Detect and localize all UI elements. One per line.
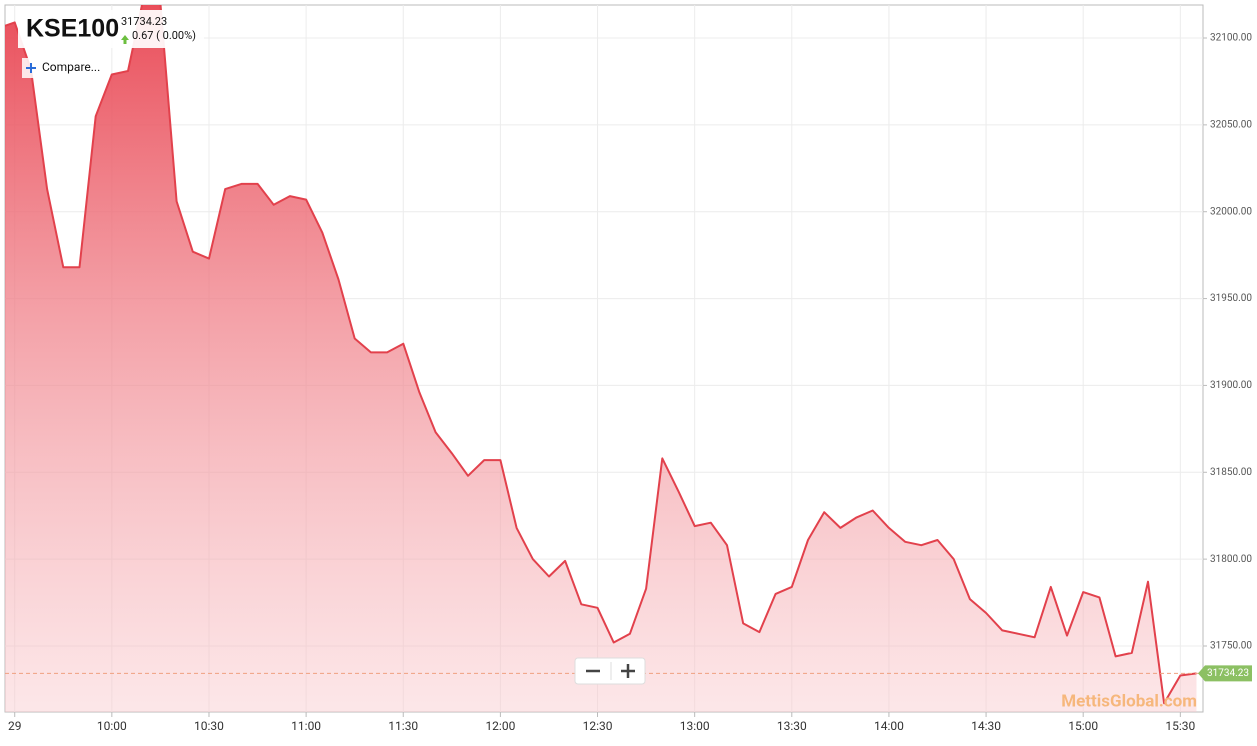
- y-tick-label: 31950.00: [1210, 293, 1252, 304]
- last-price-tag: [1198, 665, 1252, 682]
- symbol: KSE100: [26, 15, 119, 43]
- x-tick-label: 12:00: [485, 719, 515, 733]
- x-tick-label: 15:00: [1068, 719, 1098, 733]
- x-tick-label: 14:00: [874, 719, 904, 733]
- x-tick-label: 10:00: [97, 719, 127, 733]
- y-tick-label: 31850.00: [1210, 467, 1252, 478]
- x-tick-label: 10:30: [194, 719, 224, 733]
- watermark: MettisGlobal.com: [1061, 691, 1197, 711]
- zoom-control: [574, 657, 646, 685]
- y-tick-label: 32050.00: [1210, 120, 1252, 131]
- x-tick-label: 11:00: [291, 719, 321, 733]
- compare-bg[interactable]: [22, 58, 104, 78]
- x-tick-label: 29: [8, 719, 22, 733]
- y-tick-label: 32000.00: [1210, 206, 1252, 217]
- y-tick-label: 31800.00: [1210, 554, 1252, 565]
- header-bg: [18, 10, 204, 48]
- area-fill: [5, 5, 1197, 712]
- y-tick-label: 31750.00: [1210, 641, 1252, 652]
- zoom-in[interactable]: [621, 664, 635, 678]
- last-price-label: 31734.23: [1207, 668, 1249, 679]
- y-tick-label: 31900.00: [1210, 380, 1252, 391]
- x-tick-label: 12:30: [583, 719, 613, 733]
- x-tick-label: 13:00: [680, 719, 710, 733]
- price-line: [5, 5, 1197, 705]
- x-tick-label: 11:30: [388, 719, 418, 733]
- change: 0.67 ( 0.00%): [132, 29, 196, 42]
- x-tick-label: 14:30: [971, 719, 1001, 733]
- compare-label[interactable]: Compare...: [42, 60, 100, 74]
- y-tick-label: 32100.00: [1210, 33, 1252, 44]
- up-arrow: [121, 35, 129, 44]
- x-tick-label: 15:30: [1165, 719, 1195, 733]
- price: 31734.23: [121, 15, 167, 28]
- compare-button[interactable]: Compare...: [22, 58, 104, 78]
- x-tick-label: 13:30: [777, 719, 807, 733]
- compare-icon[interactable]: [26, 63, 36, 73]
